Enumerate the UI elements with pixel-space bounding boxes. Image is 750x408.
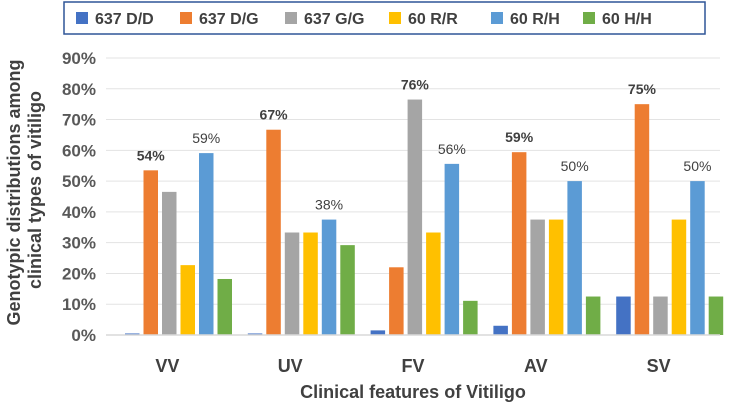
data-label: 75% [628,81,657,97]
y-tick-label: 20% [62,264,96,283]
data-label: 56% [438,141,466,157]
bar [511,152,527,335]
x-axis-title: Clinical features of Vitiligo [300,382,526,402]
legend-frame [63,1,706,35]
y-tick-label: 40% [62,203,96,222]
data-label: 54% [137,147,166,163]
bar [708,296,724,335]
legend-swatch [180,12,192,24]
data-labels: 54% 59% 67% 38% 76% 56% 59% 50% 75% 50% [137,77,712,213]
bar [634,104,650,336]
legend: 637 D/D 637 D/G 637 G/G 60 R/R 60 R/H 60 H/H [63,1,706,35]
bar [585,296,601,335]
bar [217,278,232,335]
bar [493,325,508,335]
y-tick-label: 30% [62,234,96,253]
legend-entry: 637 D/D [95,11,154,28]
legend-swatch [76,12,88,24]
x-tick-label: UV [278,356,303,376]
y-axis-title: Genotypic distributions among clinical t… [4,54,45,325]
legend-swatch [389,12,401,24]
bar [180,265,195,335]
bar [671,219,687,335]
y-tick-label: 50% [62,172,96,191]
bar [266,129,281,335]
data-label: 67% [260,107,289,123]
data-label: 76% [401,77,430,93]
data-label: 59% [192,130,220,146]
bar [548,219,564,335]
data-label: 38% [315,197,343,213]
bar [125,333,140,335]
y-axis-title-line-1: Genotypic distributions among [4,60,24,326]
x-tick-label: SV [647,356,671,376]
bar [444,163,460,335]
bar [284,232,300,335]
bar [370,330,386,335]
x-tick-label: AV [524,356,548,376]
legend-entry: 60 R/H [510,11,560,28]
bar [463,300,478,335]
bar [321,219,337,335]
y-tick-label: 80% [62,80,96,99]
legend-entry: 60 R/R [408,11,458,28]
legend-entry: 637 D/G [199,11,259,28]
data-label: 50% [561,158,589,174]
bar [690,181,705,335]
data-label: 50% [683,158,711,174]
legend-entry: 637 G/G [304,11,364,28]
y-tick-label: 0% [71,326,96,345]
bar [616,296,631,335]
legend-swatch [285,12,297,24]
bar [340,245,355,335]
data-label: 59% [505,129,534,145]
x-axis-ticks: VV UV FV AV SV [155,356,670,376]
x-tick-label: FV [401,356,424,376]
legend-entry: 60 H/H [602,11,652,28]
bar [407,99,423,335]
bar [426,232,441,335]
bar [162,191,177,335]
bar [303,232,318,335]
legend-swatch [583,12,595,24]
bar [143,170,158,335]
y-tick-label: 10% [62,295,96,314]
x-tick-label: VV [155,356,179,376]
bar [389,267,404,335]
bar [653,296,668,335]
bars [125,99,724,336]
y-tick-label: 90% [62,49,96,68]
legend-swatch [491,12,503,24]
bar [530,219,545,335]
bar [247,333,263,335]
y-axis-title-line-2: clinical types of vitiligo [25,91,45,289]
y-tick-label: 70% [62,111,96,130]
y-axis-ticks: 0% 10% 20% 30% 40% 50% 60% 70% 80% 90% [62,49,96,345]
bar [567,181,582,335]
y-tick-label: 60% [62,141,96,160]
bar [199,153,214,335]
